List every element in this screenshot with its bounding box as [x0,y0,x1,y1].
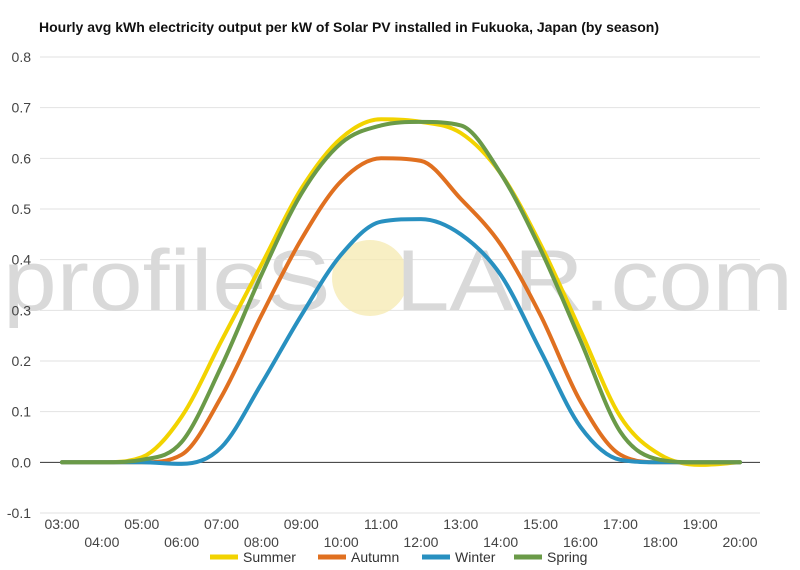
x-tick-label: 09:00 [284,516,319,532]
y-tick-label: 0.0 [12,454,32,470]
y-tick-label: 0.7 [12,100,32,116]
x-tick-label: 12:00 [403,534,438,550]
y-tick-label: 0.5 [12,201,32,217]
legend-label: Winter [455,549,496,565]
chart-title: Hourly avg kWh electricity output per kW… [39,19,660,35]
y-tick-label: 0.8 [12,49,32,65]
x-tick-label: 18:00 [643,534,678,550]
watermark-text-start: profileS [3,233,331,329]
legend-label: Autumn [351,549,399,565]
y-tick-label: 0.3 [12,302,32,318]
x-tick-label: 15:00 [523,516,558,532]
x-tick-label: 03:00 [44,516,79,532]
legend-item-winter[interactable]: Winter [422,549,496,565]
watermark-text: profileS LAR.com [3,233,793,329]
watermark-sun-icon [332,240,408,316]
legend: Summer Autumn Winter Spring [210,549,587,565]
legend-label: Spring [547,549,587,565]
x-tick-label: 07:00 [204,516,239,532]
x-tick-label: 19:00 [683,516,718,532]
x-tick-label: 04:00 [84,534,119,550]
x-tick-label: 06:00 [164,534,199,550]
y-tick-label: 0.6 [12,150,32,166]
x-tick-label: 11:00 [364,516,398,532]
x-tick-label: 08:00 [244,534,279,550]
legend-item-summer[interactable]: Summer [210,549,296,565]
series-line-autumn [60,156,742,465]
series-line-winter [60,217,742,466]
legend-item-autumn[interactable]: Autumn [318,549,399,565]
series-lines [60,117,742,467]
series-line-summer [60,117,742,467]
y-axis-ticks: 0.8 0.7 0.6 0.5 0.4 0.3 0.2 0.1 0.0 -0.1 [7,49,31,521]
watermark: profileS LAR.com [3,233,793,329]
x-tick-label: 20:00 [722,534,757,550]
x-axis-ticks: 03:00 04:00 05:00 06:00 07:00 08:00 09:00 10:00… [44,516,757,550]
y-tick-label: 0.4 [12,252,32,268]
watermark-text-end: LAR.com [396,233,793,329]
x-tick-label: 10:00 [324,534,359,550]
y-tick-label: 0.1 [12,404,32,420]
series-line-spring [60,119,742,465]
y-tick-label: 0.2 [12,353,32,369]
x-tick-label: 05:00 [124,516,159,532]
x-tick-label: 17:00 [603,516,638,532]
x-tick-label: 14:00 [483,534,518,550]
legend-label: Summer [243,549,296,565]
x-tick-label: 16:00 [563,534,598,550]
x-tick-label: 13:00 [443,516,478,532]
y-tick-label: -0.1 [7,505,31,521]
legend-item-spring[interactable]: Spring [514,549,587,565]
